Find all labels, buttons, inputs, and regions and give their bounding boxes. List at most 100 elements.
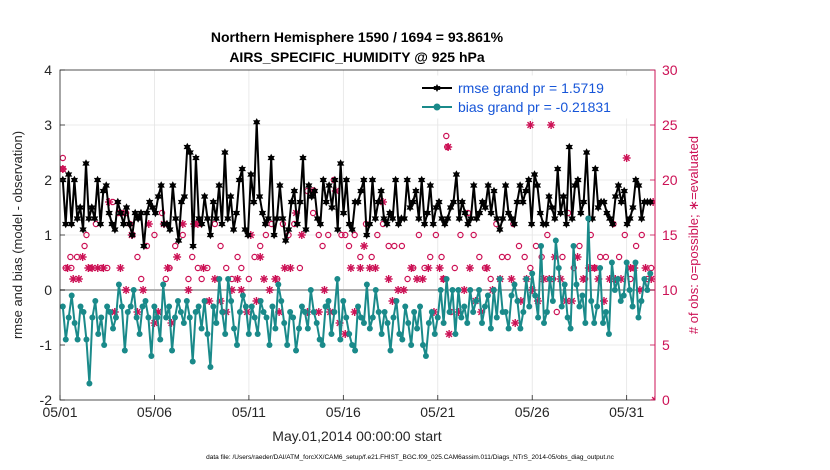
bias-point — [142, 298, 149, 304]
bias-point — [481, 303, 488, 310]
bias-point — [434, 314, 441, 321]
bias-point — [635, 314, 642, 321]
y-tick-label-right: 5 — [662, 337, 670, 353]
bias-point — [239, 292, 246, 299]
obs-evaluated-marker — [99, 264, 108, 272]
rmse-point — [542, 219, 550, 229]
bias-point — [104, 303, 111, 310]
bias-point — [295, 325, 302, 332]
rmse-point — [368, 175, 377, 185]
y-tick-label-left: 3 — [44, 117, 52, 133]
x-tick-label: 05/11 — [232, 404, 266, 420]
bias-point — [334, 276, 341, 282]
bias-point — [390, 314, 397, 321]
bias-point — [452, 331, 459, 337]
bias-point — [272, 325, 279, 332]
rmse-point — [635, 181, 643, 190]
obs-evaluated-marker — [424, 264, 433, 272]
bias-point — [110, 325, 117, 332]
bias-point — [343, 314, 350, 321]
rmse-point — [267, 153, 275, 163]
bias-point — [86, 380, 93, 387]
bias-point — [484, 292, 491, 299]
rmse-point — [377, 186, 385, 196]
rmse-point — [99, 186, 108, 196]
obs-evaluated-marker — [233, 275, 242, 283]
obs-evaluated-marker — [199, 264, 208, 272]
rmse-point — [90, 214, 99, 223]
bias-point — [417, 303, 424, 310]
obs-possible-marker — [415, 231, 423, 239]
bias-point — [169, 347, 176, 354]
rmse-point — [227, 192, 235, 201]
rmse-point — [122, 203, 131, 212]
rmse-point — [305, 181, 313, 190]
bias-point — [387, 347, 394, 354]
bias-point — [470, 309, 477, 315]
bias-point — [461, 303, 468, 310]
obs-evaluated-marker — [346, 264, 355, 272]
bias-point — [573, 281, 580, 288]
bias-point — [369, 314, 376, 321]
rmse-point — [302, 225, 310, 234]
rmse-point — [545, 192, 553, 201]
obs-possible-marker — [234, 253, 241, 261]
obs-possible-marker — [357, 253, 364, 261]
bias-point — [532, 292, 539, 299]
rmse-point — [154, 192, 162, 201]
bias-point — [80, 309, 87, 315]
obs-possible-marker — [559, 253, 566, 261]
bias-point — [151, 303, 158, 310]
rmse-point — [556, 208, 565, 218]
bias-point — [260, 309, 267, 315]
obs-possible-marker — [602, 253, 610, 261]
rmse-point — [403, 175, 411, 185]
bias-point — [428, 309, 435, 315]
rmse-point — [255, 192, 264, 201]
rmse-point — [409, 197, 417, 207]
bias-point — [464, 320, 471, 326]
rmse-point — [548, 203, 556, 212]
bias-point — [154, 314, 161, 321]
bias-point — [107, 309, 114, 315]
obs-evaluated-marker — [418, 275, 427, 283]
bias-point — [89, 314, 96, 321]
rmse-point — [571, 181, 579, 190]
bias-point — [422, 353, 429, 359]
rmse-point — [334, 225, 342, 234]
rmse-point — [611, 192, 620, 201]
bias-point — [254, 331, 261, 337]
rmse-point — [522, 186, 530, 196]
rmse-point — [417, 175, 426, 185]
legend-swatch-marker — [433, 103, 441, 111]
bias-point — [538, 243, 545, 249]
rmse-point — [325, 181, 333, 190]
rmse-point — [435, 197, 443, 207]
rmse-point — [276, 181, 284, 190]
rmse-point — [316, 219, 325, 229]
x-tick-label: 05/31 — [609, 404, 644, 420]
y-tick-label-left: 0 — [44, 282, 52, 298]
obs-evaluated-marker — [511, 319, 520, 327]
bias-point — [304, 325, 311, 332]
obs-possible-marker — [515, 242, 523, 250]
obs-evaluated-marker — [651, 396, 655, 400]
rmse-point — [554, 164, 562, 174]
bias-point — [357, 314, 364, 321]
x-tick-label: 05/01 — [42, 404, 77, 420]
bias-point — [192, 309, 199, 315]
bias-point — [310, 309, 317, 315]
obs-possible-marker — [438, 253, 445, 261]
rmse-point — [565, 142, 573, 152]
rmse-point — [484, 181, 492, 190]
bias-point — [133, 314, 140, 321]
obs-possible-marker — [470, 231, 477, 239]
obs-possible-marker — [217, 242, 224, 250]
bias-point — [638, 298, 645, 304]
bias-point — [130, 287, 137, 293]
y-tick-label-right: 0 — [662, 392, 670, 408]
obs-evaluated-marker — [78, 253, 87, 261]
rmse-point — [192, 153, 200, 163]
obs-possible-marker — [451, 264, 458, 272]
